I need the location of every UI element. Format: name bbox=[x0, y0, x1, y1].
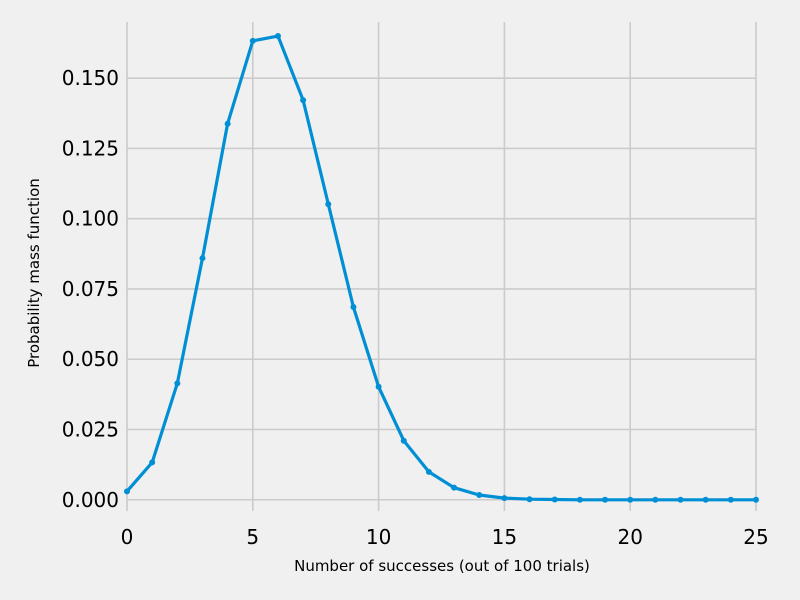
x-axis-label: Number of successes (out of 100 trials) bbox=[294, 557, 590, 575]
data-point bbox=[274, 33, 281, 40]
data-point bbox=[174, 380, 181, 387]
data-point bbox=[476, 491, 483, 498]
data-point bbox=[375, 383, 382, 390]
data-point bbox=[627, 496, 634, 503]
grid bbox=[126, 22, 757, 511]
y-tick-label: 0.000 bbox=[62, 488, 119, 512]
data-point bbox=[425, 468, 432, 475]
data-point bbox=[224, 120, 231, 127]
data-point bbox=[350, 303, 357, 310]
data-point bbox=[300, 97, 307, 104]
data-point bbox=[249, 37, 256, 44]
y-axis-label: Probability mass function bbox=[25, 178, 43, 368]
tick-labels: 0 5 10 15 20 25 0.000 0.025 0.050 0.075 0.100 0.125… bbox=[62, 66, 769, 549]
data-point bbox=[526, 496, 533, 503]
x-tick-label: 15 bbox=[492, 525, 517, 549]
data-point bbox=[652, 496, 659, 503]
data-point bbox=[124, 488, 130, 495]
data-point bbox=[149, 459, 156, 466]
series-layer bbox=[124, 33, 759, 503]
data-point bbox=[576, 496, 583, 503]
data-point bbox=[501, 495, 508, 502]
x-tick-label: 20 bbox=[617, 525, 642, 549]
y-tick-label: 0.150 bbox=[62, 66, 119, 90]
data-point bbox=[451, 484, 458, 491]
data-point bbox=[702, 496, 709, 503]
data-point bbox=[199, 255, 206, 262]
series-line bbox=[125, 34, 758, 502]
x-tick-label: 10 bbox=[366, 525, 391, 549]
data-point bbox=[602, 496, 609, 503]
y-tick-label: 0.125 bbox=[62, 136, 119, 160]
y-tick-label: 0.025 bbox=[62, 418, 119, 442]
y-tick-label: 0.100 bbox=[62, 207, 119, 231]
y-tick-label: 0.050 bbox=[62, 347, 119, 371]
x-tick-label: 0 bbox=[121, 525, 134, 549]
data-point bbox=[727, 496, 734, 503]
data-point bbox=[325, 201, 332, 208]
data-point bbox=[400, 437, 407, 444]
data-point bbox=[551, 496, 558, 503]
x-tick-label: 25 bbox=[743, 525, 768, 549]
data-point bbox=[753, 496, 759, 503]
data-point bbox=[677, 496, 684, 503]
x-tick-label: 5 bbox=[246, 525, 259, 549]
y-tick-label: 0.075 bbox=[62, 277, 119, 301]
